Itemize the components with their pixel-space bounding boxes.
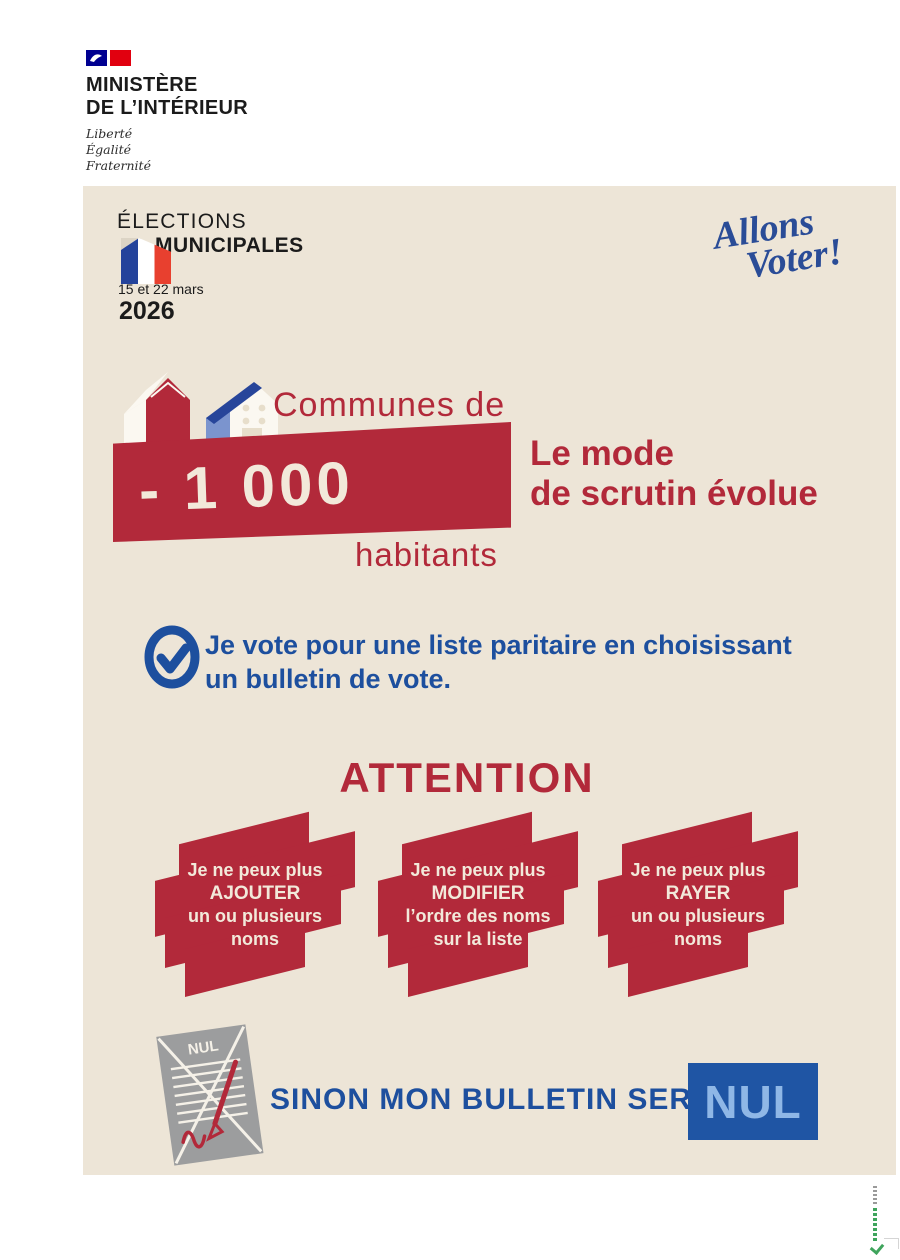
check-circle-icon bbox=[144, 625, 200, 689]
warning-card-text: Je ne peux plus MODIFIER l’ordre des nom… bbox=[378, 822, 578, 997]
event-dates: 15 et 22 mars bbox=[118, 281, 204, 297]
card-action: MODIFIER bbox=[431, 882, 525, 904]
flag-red-block bbox=[110, 50, 131, 66]
attention-title: ATTENTION bbox=[339, 754, 595, 801]
warning-card-ajouter: Je ne peux plus AJOUTER un ou plusieurs … bbox=[155, 811, 355, 997]
intro-statement: Je vote pour une liste paritaire en choi… bbox=[205, 628, 792, 696]
event-title-line1: ÉLECTIONS bbox=[117, 210, 247, 233]
ministry-logo-block: MINISTÈRE DE L’INTÉRIEUR Liberté Égalité… bbox=[86, 50, 346, 174]
marianne-flag-icon bbox=[86, 50, 346, 66]
red-pen-icon bbox=[181, 1059, 239, 1149]
card-action: RAYER bbox=[665, 882, 731, 904]
ministry-name-line1: MINISTÈRE bbox=[86, 74, 198, 96]
card-line4: sur la liste bbox=[433, 928, 523, 949]
warning-card-text: Je ne peux plus RAYER un ou plusieurs no… bbox=[598, 822, 798, 997]
ballot-nul-label: NUL bbox=[187, 1037, 220, 1058]
card-line1: Je ne peux plus bbox=[187, 859, 323, 880]
mode-title: Le mode de scrutin évolue bbox=[530, 434, 818, 514]
ministry-name: MINISTÈRE DE L’INTÉRIEUR bbox=[86, 74, 346, 120]
print-code-gray bbox=[873, 1186, 877, 1206]
tricolor-flag-icon bbox=[121, 238, 171, 284]
warning-card-modifier: Je ne peux plus MODIFIER l’ordre des nom… bbox=[378, 811, 578, 997]
card-line3: l’ordre des noms bbox=[405, 905, 551, 926]
flag-blue-block bbox=[86, 50, 107, 66]
event-title-line2: MUNICIPALES bbox=[155, 234, 304, 257]
eco-check-icon bbox=[869, 1240, 885, 1255]
nul-badge: NUL bbox=[688, 1063, 818, 1140]
cross-out-icon bbox=[157, 1025, 263, 1165]
print-code-green bbox=[873, 1208, 877, 1242]
motto-fraternite: Fraternité bbox=[86, 158, 151, 173]
card-line3: un ou plusieurs bbox=[630, 905, 765, 926]
headline-suffix: habitants bbox=[355, 536, 498, 573]
republic-motto: Liberté Égalité Fraternité bbox=[86, 126, 346, 174]
card-line1: Je ne peux plus bbox=[410, 859, 546, 880]
marianne-profile-icon bbox=[90, 54, 102, 62]
event-year: 2026 bbox=[119, 297, 175, 325]
card-action: AJOUTER bbox=[209, 882, 301, 904]
headline-prefix: Communes de bbox=[273, 386, 506, 424]
poster-canvas: ÉLECTIONS MUNICIPALES 15 et 22 mars 2026… bbox=[83, 186, 896, 1175]
motto-liberte: Liberté bbox=[86, 126, 133, 141]
nul-badge-label: NUL bbox=[704, 1075, 802, 1128]
eco-print-mark bbox=[869, 1186, 885, 1256]
card-line4: noms bbox=[673, 928, 722, 949]
intro-line1: Je vote pour une liste paritaire en choi… bbox=[205, 630, 792, 660]
mode-title-line2: de scrutin évolue bbox=[530, 474, 818, 513]
card-line4: noms bbox=[230, 928, 279, 949]
motto-egalite: Égalité bbox=[86, 142, 131, 157]
footer-statement: SINON MON BULLETIN SERA bbox=[270, 1083, 715, 1116]
warning-card-rayer: Je ne peux plus RAYER un ou plusieurs no… bbox=[598, 811, 798, 997]
card-line3: un ou plusieurs bbox=[187, 905, 322, 926]
allons-voter-script: Allons Voter! bbox=[710, 191, 900, 288]
population-number: - 1 000 bbox=[137, 449, 355, 524]
warning-card-text: Je ne peux plus AJOUTER un ou plusieurs … bbox=[155, 822, 355, 997]
crop-corner-mark bbox=[884, 1238, 899, 1249]
mode-title-line1: Le mode bbox=[530, 434, 674, 473]
card-line1: Je ne peux plus bbox=[630, 859, 766, 880]
minus-1000-banner: - 1 000 bbox=[113, 422, 511, 542]
ministry-name-line2: DE L’INTÉRIEUR bbox=[86, 97, 248, 119]
intro-line2: un bulletin de vote. bbox=[205, 664, 452, 694]
crossed-ballot-illustration: NUL bbox=[156, 1024, 264, 1166]
